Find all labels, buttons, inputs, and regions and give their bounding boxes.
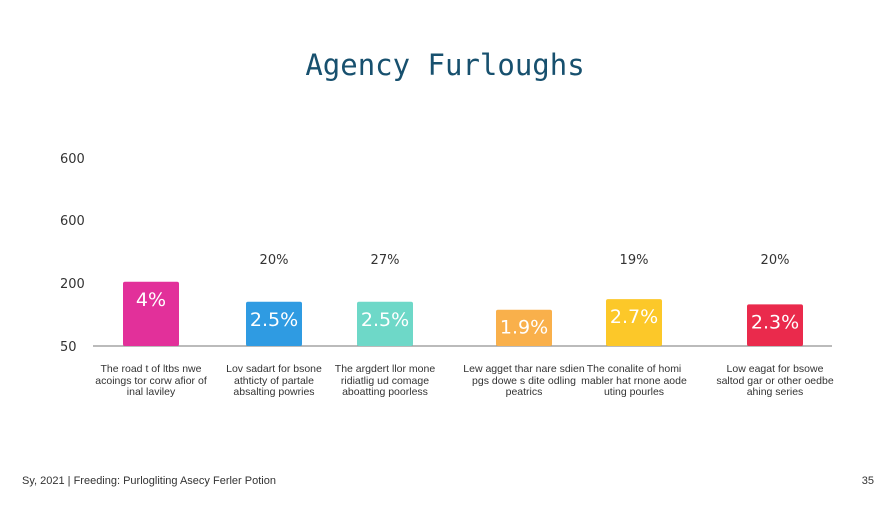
bars: 4% 2.5% 20% 2.5% 27% 1.9% 2.7% 19% 2.3% 20% <box>123 253 803 346</box>
category-label: The argdert llor mone ridiatlig ud comag… <box>334 363 436 398</box>
bar <box>496 309 552 346</box>
bar <box>747 304 803 346</box>
bar-value-label: 2.3% <box>751 311 799 333</box>
bar-top-label: 20% <box>761 253 790 268</box>
y-tick-label: 200 <box>60 277 85 292</box>
bar-value-label: 2.7% <box>610 306 658 328</box>
bar-top-label: 27% <box>371 253 400 268</box>
bar-value-label: 2.5% <box>250 309 298 331</box>
bar <box>246 301 302 346</box>
category-label: The road t of ltbs nwe acoings tor corw … <box>95 363 207 398</box>
bar <box>357 301 413 346</box>
footer-caption: Sy, 2021 | Freeding: Purlogliting Asecy … <box>22 475 276 487</box>
bar <box>123 281 179 346</box>
category-label: Lew agget thar nare sdien pgs dowe s dit… <box>463 363 585 398</box>
category-label: Lov sadart for bsone athticty of partale… <box>226 363 322 398</box>
bar-top-label: 20% <box>260 253 289 268</box>
y-tick-label: 50 <box>60 340 77 355</box>
y-tick-label: 600 <box>60 214 85 229</box>
y-tick-label: 600 <box>60 152 85 167</box>
bar-value-label: 1.9% <box>500 317 548 339</box>
chart-title: Agency Furloughs <box>305 48 585 82</box>
bar-chart: 600 600 200 50 4% 2.5% 20% 2.5% 27% 1.9% 2.7% 19% 2… <box>60 152 832 355</box>
bar-value-label: 2.5% <box>361 309 409 331</box>
page-number: 35 <box>861 475 874 487</box>
y-axis-ticks: 600 600 200 50 <box>60 152 85 355</box>
category-label: The conalite of homi mabler hat rnone ao… <box>581 363 687 398</box>
bar-value-label: 4% <box>136 289 166 311</box>
category-label: Low eagat for bsowe saltod gar or other … <box>716 363 834 398</box>
bar-top-label: 19% <box>620 253 649 268</box>
bar <box>606 299 662 346</box>
